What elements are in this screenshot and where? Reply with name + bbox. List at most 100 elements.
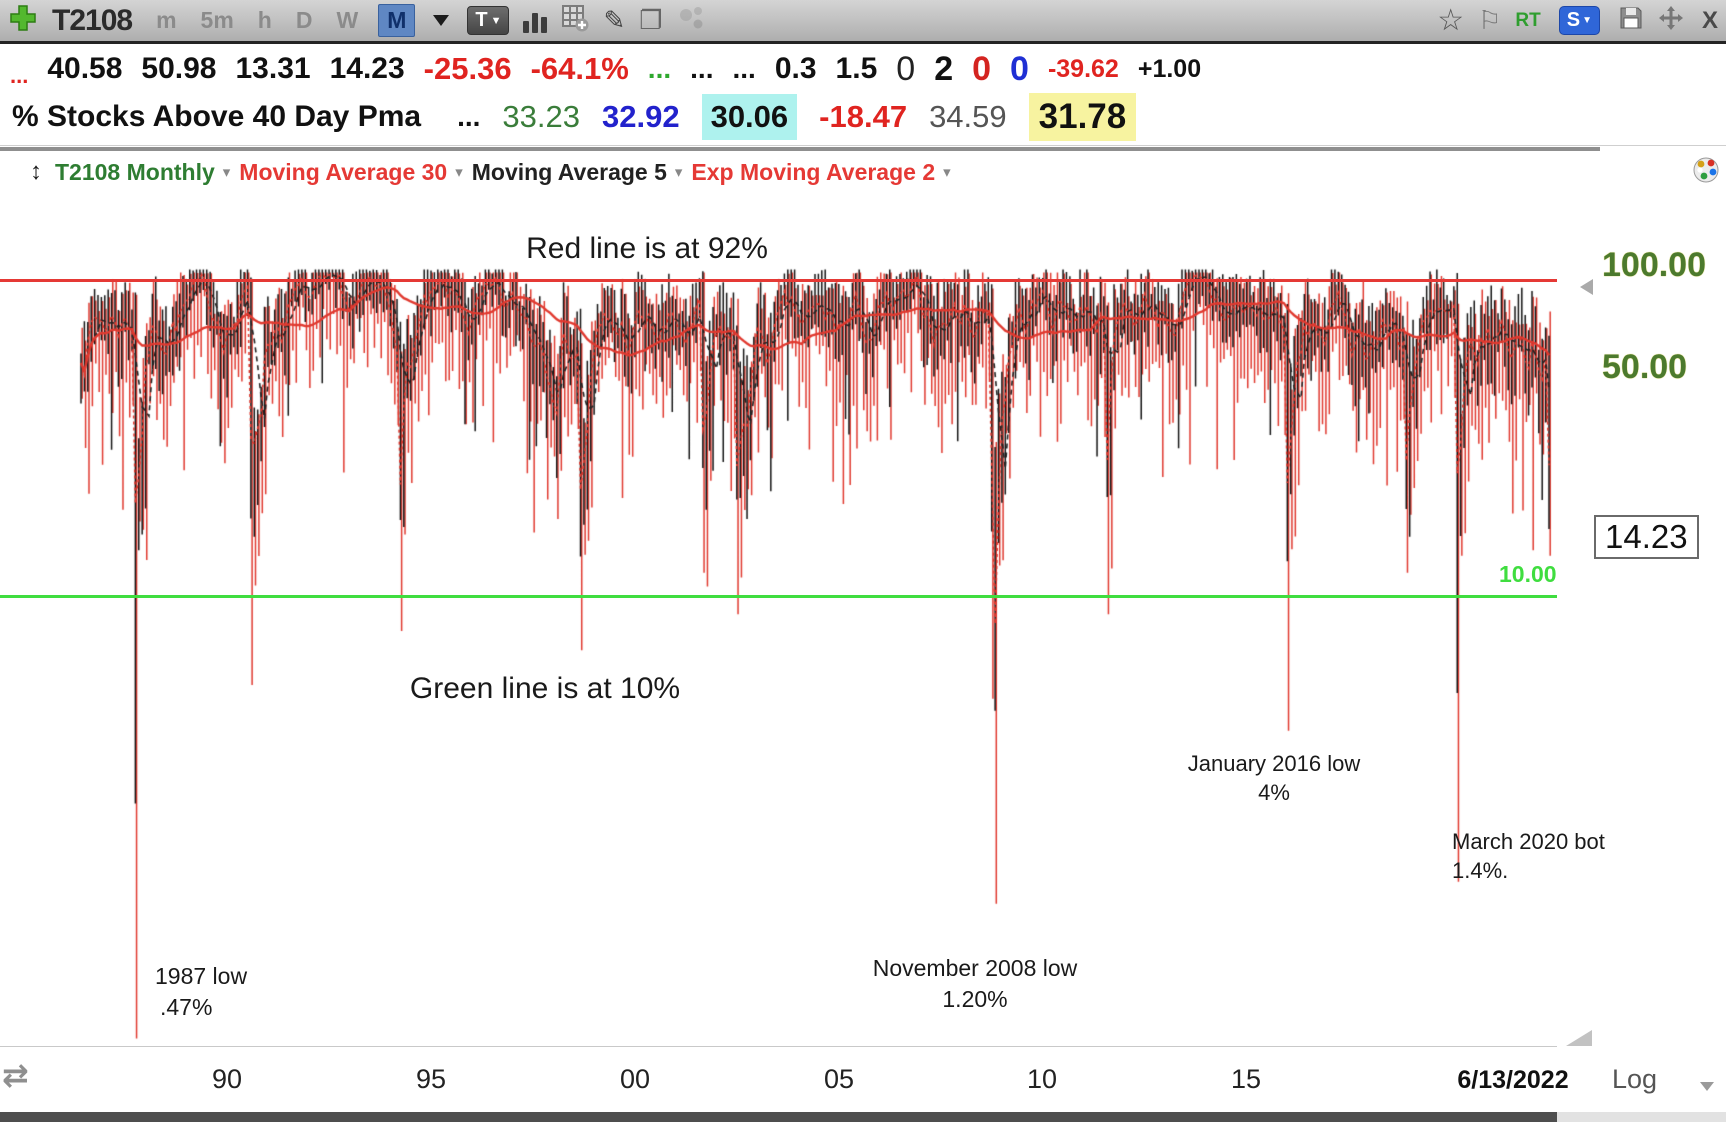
timeframe-5m[interactable]: 5m [200,7,234,33]
green-reference-line[interactable] [0,595,1557,598]
log-scale-toggle[interactable]: Log [1612,1064,1658,1094]
annotation-text: January 2016 low [1187,751,1361,776]
chart-scrollbar[interactable] [0,1112,1557,1122]
quote-value-4: 14.23 [329,52,405,85]
axis-end-date: 6/13/2022 [1457,1066,1569,1094]
draw-pencil-icon[interactable]: ✎ [603,5,626,35]
quote-row-values: ... 40.58 50.98 13.31 14.23 -25.36 -64.1%.....… [0,47,1726,91]
quote-value-5: -25.36 [423,51,512,86]
y-axis-tick-100: 100.00 [1602,246,1706,284]
add-indicator-icon[interactable] [561,4,589,37]
x-axis-tick-05: 05 [823,1064,855,1094]
annotation-text: March 2020 bot [1452,829,1605,854]
legend-item-1[interactable]: Moving Average 30 ▾ [239,159,462,186]
indicator-value-3: -18.47 [819,99,908,134]
annotation-value: .47% [160,994,213,1020]
timeframe-m[interactable]: m [156,7,177,33]
x-axis-tick-90: 90 [211,1064,243,1094]
chart-scrollbar-track [1557,1112,1726,1122]
quote-value-9: ... [732,53,756,84]
strategy-button[interactable]: S ▼ [1558,6,1600,35]
quote-value-12: 0 [896,49,916,88]
quote-value-10: 0.3 [774,52,817,85]
quote-value-6: -64.1% [530,51,629,86]
price-chart-canvas[interactable] [0,190,1726,1040]
volume-bars-icon[interactable] [523,9,548,33]
indicator-value-5: 31.78 [1028,93,1137,141]
axis-caret-icon[interactable] [1700,1082,1714,1091]
legend-caret-icon: ▾ [222,164,231,181]
divider-bar [0,147,1600,151]
save-icon[interactable] [1618,5,1644,36]
strategy-label: S [1566,9,1581,31]
template-button[interactable]: T ▼ [467,6,510,35]
annotation-text: November 2008 low [872,955,1078,981]
divider-line [0,145,1726,146]
annotation-value: 1.4%. [1452,858,1509,883]
timeframe-D[interactable]: D [295,7,313,33]
legend-caret-icon: ▾ [943,164,951,181]
quote-value-15: 0 [1010,49,1029,88]
legend-label: Moving Average 5 [471,158,667,185]
annotation-2020-low: March 2020 bot 1.4%. [1452,827,1605,885]
timeframe-caret-icon[interactable] [433,15,450,26]
favorite-star-icon[interactable]: ☆ [1437,4,1465,37]
legend-item-2[interactable]: Moving Average 5 ▾ [472,159,683,186]
close-button[interactable]: X [1701,6,1718,34]
x-axis-tick-00: 00 [619,1064,651,1094]
red-reference-line[interactable] [0,279,1557,282]
annotation-value: 1.20% [942,986,1008,1012]
x-axis-tick-95: 95 [415,1064,447,1094]
zoom-ramp-icon [1566,1030,1592,1046]
indicator-value-4: 34.59 [929,99,1007,134]
indicator-ellipsis: ... [457,101,481,132]
timeframe-M[interactable]: M [378,4,416,37]
timeframe-h[interactable]: h [257,7,272,33]
green-line-note: Green line is at 10% [409,672,681,705]
y-axis-tick-50: 50.00 [1602,348,1688,386]
symbol-title[interactable]: T2108 [52,3,133,37]
indicator-name: % Stocks Above 40 Day Pma [12,100,422,133]
color-palette-icon[interactable] [1692,156,1720,189]
move-window-icon[interactable] [1658,5,1684,36]
legend-item-3[interactable]: Exp Moving Average 2 ▾ [691,159,950,186]
annotation-2016-low: January 2016 low 4% [1172,749,1376,807]
axis-border [0,1046,1557,1047]
template-caret-icon: ▼ [490,14,502,27]
quote-value-14: 0 [972,49,992,88]
scale-updown-icon[interactable]: ↕ [30,158,42,185]
strategy-caret-icon: ▼ [1582,15,1592,26]
chart-legend: ↕ T2108 Monthly ▾ Moving Average 30 ▾ Moving… [0,154,1680,190]
quote-value-0: ... [10,63,29,88]
duplicate-chart-icon[interactable]: ❐ [639,5,663,35]
green-line-level-label: 10.00 [1499,561,1557,587]
legend-label: T2108 Monthly [55,158,215,185]
flag-icon[interactable]: ⚐ [1478,5,1502,35]
indicator-row: % Stocks Above 40 Day Pma ... 33.23 32.92… [0,91,1726,143]
share-icon[interactable] [677,4,705,37]
annotation-2008-low: November 2008 low 1.20% [845,953,1105,1015]
indicator-values: 33.23 32.92 30.06 -18.47 34.59 31.78 [502,93,1137,141]
legend-label: Exp Moving Average 2 [691,158,936,185]
quote-value-11: 1.5 [835,52,878,85]
quote-value-1: 40.58 [47,52,123,85]
template-label: T [475,9,488,31]
annotation-1987-low: 1987 low .47% [155,961,247,1023]
legend-label: Moving Average 30 [239,158,448,185]
indicator-value-0: 33.23 [502,99,580,134]
quote-value-16: -39.62 [1047,54,1119,83]
quote-value-7: ... [647,53,672,84]
legend-caret-icon: ▾ [455,164,463,181]
add-symbol-icon[interactable] [8,3,38,38]
pan-arrows-icon[interactable]: ⇄ [2,1057,29,1093]
timeframe-W[interactable]: W [336,7,359,33]
x-axis-tick-10: 10 [1026,1064,1058,1094]
indicator-value-1: 32.92 [602,99,680,134]
legend-item-0[interactable]: T2108 Monthly ▾ [55,159,230,186]
red-line-note: Red line is at 92% [526,232,768,265]
annotation-value: 4% [1258,780,1290,805]
price-marker-arrow-icon [1580,279,1593,295]
legend-caret-icon: ▾ [674,164,683,181]
timeframe-list: m 5m h D W M [152,4,416,37]
